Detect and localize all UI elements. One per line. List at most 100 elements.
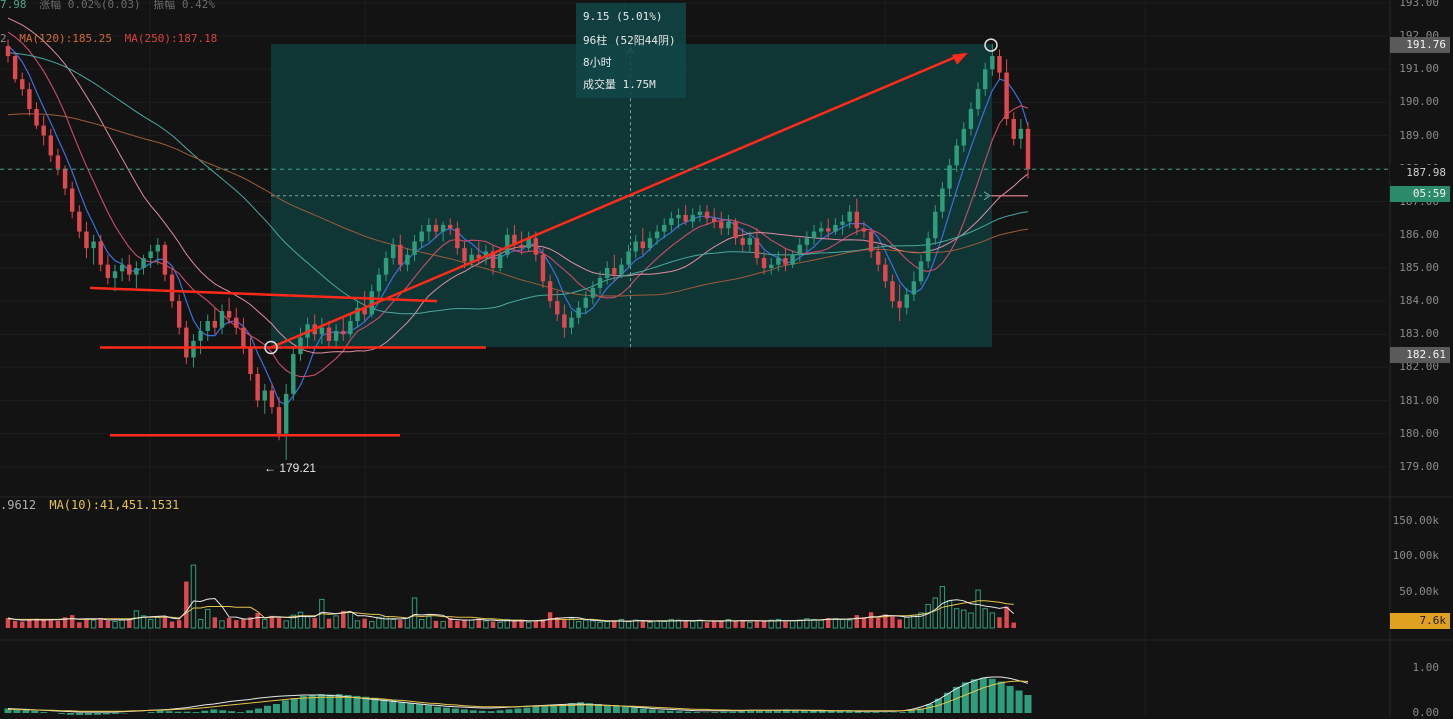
volume-bar bbox=[954, 609, 958, 628]
oscillator-bar bbox=[685, 712, 692, 713]
candle-body bbox=[633, 242, 637, 252]
candle-body bbox=[990, 56, 994, 69]
candle-body bbox=[619, 265, 623, 275]
volume-bars bbox=[6, 565, 1016, 628]
candle-body bbox=[206, 321, 210, 331]
candle-body bbox=[113, 271, 117, 278]
oscillator-bar bbox=[747, 711, 754, 713]
oscillator-bar bbox=[738, 711, 745, 713]
oscillator-bar bbox=[855, 712, 862, 713]
ma120-label: MA(120):185.25 bbox=[19, 32, 112, 45]
oscillator-bar bbox=[282, 700, 289, 713]
candle-body bbox=[270, 391, 274, 408]
oscillator-bar bbox=[971, 679, 978, 713]
volume-bar bbox=[191, 565, 195, 628]
candle-body bbox=[1004, 73, 1008, 119]
oscillator-bar bbox=[989, 679, 996, 713]
volume-bar bbox=[847, 620, 851, 628]
measure-tooltip: 9.15 (5.01%) 96柱 (52阳44阴) 8小时 成交量 1.75M bbox=[576, 3, 686, 98]
candle-body bbox=[676, 215, 680, 218]
volume-bar bbox=[876, 618, 880, 628]
candle-body bbox=[612, 268, 616, 275]
price-tick-label: 180.00 bbox=[1399, 427, 1439, 440]
candle-body bbox=[405, 255, 409, 265]
candle-body bbox=[598, 278, 602, 288]
candle-body bbox=[976, 89, 980, 109]
candle-body bbox=[569, 318, 573, 328]
volume-bar bbox=[370, 622, 374, 628]
volume-bar bbox=[498, 622, 502, 628]
high-price-tag: 191.76 bbox=[1390, 37, 1450, 53]
candle-body bbox=[184, 328, 188, 358]
candle-body bbox=[6, 46, 10, 56]
candle-body bbox=[912, 281, 916, 294]
volume-bar bbox=[184, 582, 188, 628]
candle-body bbox=[712, 218, 716, 221]
price-tick-label: 185.00 bbox=[1399, 261, 1439, 274]
volume-bar bbox=[962, 610, 966, 628]
candle-body bbox=[227, 311, 231, 318]
volume-legend-value: .9612 bbox=[0, 498, 36, 512]
oscillator-bar bbox=[908, 711, 915, 713]
volume-bar bbox=[1004, 607, 1008, 628]
volume-bar bbox=[156, 617, 160, 628]
volume-bar bbox=[113, 622, 117, 628]
oscillator-bar bbox=[479, 711, 486, 713]
candle-body bbox=[748, 238, 752, 245]
volume-bar bbox=[905, 617, 909, 628]
measure-duration: 8小时 bbox=[583, 54, 612, 70]
volume-bar bbox=[719, 622, 723, 628]
volume-bar bbox=[177, 620, 181, 628]
oscillator-bar bbox=[255, 709, 262, 714]
candle-body bbox=[1019, 129, 1023, 139]
candle-body bbox=[541, 255, 545, 282]
volume-bar bbox=[926, 604, 930, 628]
candle-body bbox=[213, 321, 217, 328]
volume-bar bbox=[897, 619, 901, 628]
volume-bar bbox=[576, 622, 580, 628]
volume-bar bbox=[691, 622, 695, 628]
candle-body bbox=[584, 298, 588, 308]
oscillator-bar bbox=[872, 712, 879, 713]
candle-body bbox=[70, 189, 74, 212]
oscillator-bar bbox=[1016, 691, 1023, 714]
candle-body bbox=[1012, 119, 1016, 139]
volume-bar bbox=[584, 620, 588, 628]
price-tick-label: 186.00 bbox=[1399, 228, 1439, 241]
oscillator-bar bbox=[237, 712, 244, 713]
volume-bar bbox=[220, 621, 224, 628]
candle-body bbox=[320, 328, 324, 335]
oscillator-bar bbox=[201, 711, 208, 713]
candle-body bbox=[805, 238, 809, 245]
candle-body bbox=[327, 328, 331, 341]
candle-body bbox=[655, 232, 659, 239]
price-tick-label: 184.00 bbox=[1399, 294, 1439, 307]
oscillator-bar bbox=[443, 708, 450, 713]
candle-body bbox=[819, 228, 823, 231]
volume-bar bbox=[405, 618, 409, 628]
volume-bar bbox=[698, 620, 702, 628]
volume-bar bbox=[198, 619, 202, 628]
volume-tick-label: 100.00k bbox=[1393, 549, 1439, 562]
volume-bar bbox=[305, 617, 309, 628]
volume-bar bbox=[148, 619, 152, 628]
oscillator-bar bbox=[22, 710, 29, 713]
candle-body bbox=[241, 328, 245, 348]
candle-body bbox=[455, 228, 459, 248]
volume-bar bbox=[163, 617, 167, 628]
volume-bar bbox=[234, 620, 238, 628]
candle-body bbox=[933, 212, 937, 239]
oscillator-bar bbox=[461, 709, 468, 713]
oscillator-bar bbox=[1025, 695, 1032, 713]
volume-bar bbox=[655, 621, 659, 628]
oscillator-bar bbox=[219, 710, 226, 713]
volume-tick-label: 150.00k bbox=[1393, 514, 1439, 527]
volume-bar bbox=[740, 620, 744, 628]
oscillator-bar bbox=[112, 713, 119, 714]
candle-body bbox=[234, 318, 238, 328]
volume-bar bbox=[605, 622, 609, 628]
volume-bar bbox=[983, 609, 987, 628]
oscillator-bar bbox=[103, 713, 110, 714]
oscillator-bar bbox=[380, 700, 387, 714]
